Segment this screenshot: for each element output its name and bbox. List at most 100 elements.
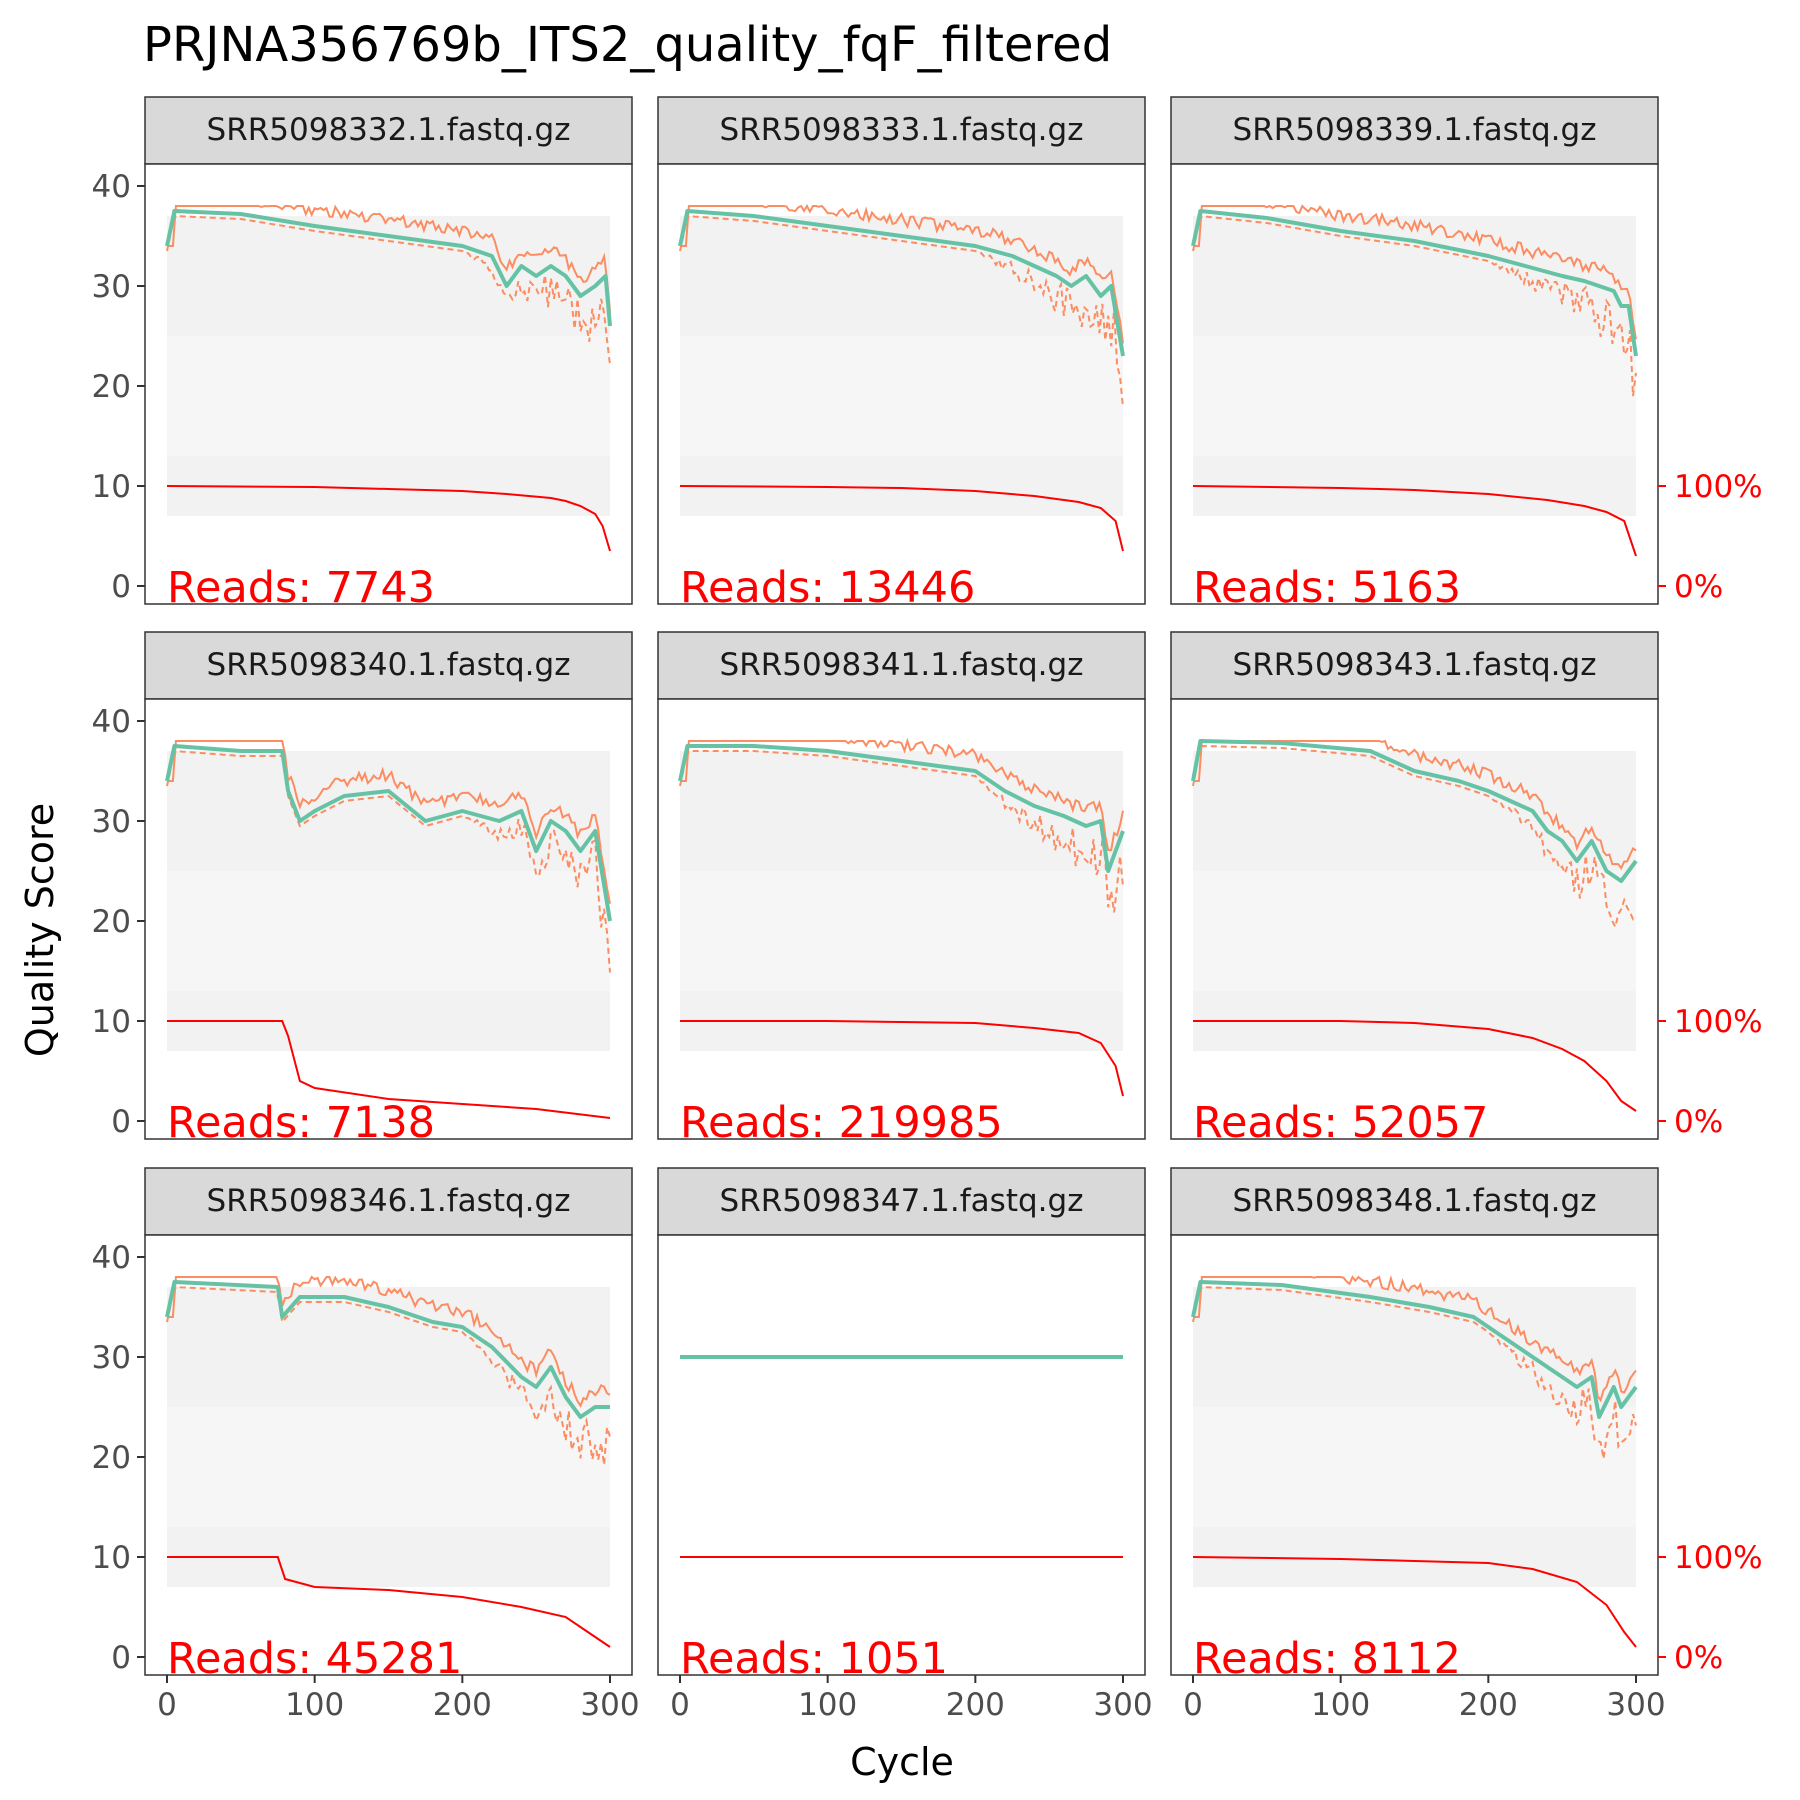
mean-quality-line (1191, 209, 1638, 357)
y-tick-label: 30 (92, 1340, 131, 1376)
reads-annotation: Reads: 7743 (167, 563, 435, 613)
y-tick-label: 0 (111, 1640, 131, 1676)
quantile-upper-line (167, 740, 611, 904)
quality-heatmap-band (680, 336, 1123, 456)
facet-strip (1170, 1167, 1659, 1236)
quantile-upper-line (167, 1275, 611, 1408)
reads-annotation: Reads: 7138 (167, 1098, 435, 1148)
quality-heatmap (1193, 751, 1636, 1051)
cumulative-reads-line (1192, 485, 1637, 557)
quantile-upper-line (1193, 1274, 1637, 1403)
quality-heatmap (1193, 216, 1636, 516)
quality-heatmap-band (1193, 336, 1636, 456)
cumulative-reads-line (1192, 1556, 1637, 1648)
quantile-upper-line (167, 204, 611, 312)
facet-strip (657, 631, 1146, 700)
reads-annotation: Reads: 8112 (1193, 1634, 1461, 1684)
quality-heatmap-band (167, 1407, 610, 1527)
panel-border (1170, 698, 1659, 1140)
reads-annotation: Reads: 219985 (680, 1098, 1003, 1148)
facet-strip-label: SRR5098333.1.fastq.gz (720, 112, 1084, 148)
y-tick-label: 10 (92, 1540, 131, 1576)
quantile-upper-line (680, 737, 1124, 852)
x-tick-label: 300 (580, 1687, 639, 1723)
panel-border (144, 698, 633, 1140)
quality-heatmap-band (1193, 871, 1636, 991)
x-tick-label: 0 (157, 1687, 177, 1723)
x-tick-label: 100 (1311, 1687, 1370, 1723)
panel-border (144, 163, 633, 605)
quantile-upper-line (1193, 204, 1637, 340)
quality-heatmap-band (167, 336, 610, 456)
y-tick-label: 0 (111, 1104, 131, 1140)
quality-heatmap-band (1193, 1407, 1636, 1527)
quantile-lower-line (1192, 1286, 1637, 1459)
facet-panel: SRR5098340.1.fastq.gz Reads: 7138 0 10 20 30 4… (92, 631, 633, 1148)
x-tick-label: 0 (1183, 1687, 1203, 1723)
x-tick-label: 100 (798, 1687, 857, 1723)
facet-panel: SRR5098339.1.fastq.gz Reads: 5163 0% 100% (1170, 96, 1763, 613)
reads-annotation: Reads: 5163 (1193, 563, 1461, 613)
quality-heatmap-band (680, 871, 1123, 991)
x-tick-label: 200 (1459, 1687, 1518, 1723)
right-tick-label: 0% (1674, 1640, 1723, 1676)
panel-border (657, 1234, 1146, 1676)
y-tick-label: 30 (92, 804, 131, 840)
mean-quality-line (678, 744, 1125, 873)
quantile-lower-line (166, 1286, 611, 1465)
x-tick-label: 200 (433, 1687, 492, 1723)
facet-panel: SRR5098341.1.fastq.gz Reads: 219985 (657, 631, 1146, 1148)
quality-heatmap (680, 216, 1123, 516)
right-tick-label: 0% (1674, 569, 1723, 605)
right-tick-label: 100% (1674, 1540, 1763, 1576)
panel-border (657, 163, 1146, 605)
facet-panel: SRR5098343.1.fastq.gz Reads: 52057 0% 100% (1170, 631, 1763, 1148)
mean-quality-line (1191, 1280, 1638, 1419)
facet-strip-label: SRR5098348.1.fastq.gz (1233, 1183, 1597, 1219)
facet-strip (144, 96, 633, 165)
right-tick-label: 100% (1674, 469, 1763, 505)
y-tick-label: 20 (92, 904, 131, 940)
mean-quality-line (165, 209, 612, 327)
figure-title: PRJNA356769b_ITS2_quality_fqF_filtered (143, 17, 1112, 73)
cumulative-reads-line (167, 1020, 611, 1119)
x-axis-title: Cycle (850, 1740, 954, 1784)
mean-quality-line (678, 209, 1125, 357)
quality-heatmap (1193, 1287, 1636, 1587)
quality-heatmap (167, 751, 610, 1051)
quantile-lower-line (166, 750, 611, 973)
cumulative-reads-line (679, 485, 1124, 552)
mean-quality-line (165, 1280, 610, 1419)
facet-strip-label: SRR5098347.1.fastq.gz (720, 1183, 1084, 1219)
mean-quality-line (165, 744, 612, 922)
cumulative-reads-line (166, 485, 611, 552)
y-tick-label: 20 (92, 369, 131, 405)
mean-quality-line (1191, 739, 1638, 883)
quantile-lower-line (679, 750, 1124, 913)
facet-strip-label: SRR5098341.1.fastq.gz (720, 647, 1084, 683)
facet-strip (144, 1167, 633, 1236)
y-tick-label: 10 (92, 1004, 131, 1040)
quality-heatmap (167, 1287, 610, 1587)
facet-strip (657, 96, 1146, 165)
reads-annotation: Reads: 52057 (1193, 1098, 1488, 1148)
y-tick-label: 40 (92, 169, 131, 205)
facet-strip-label: SRR5098332.1.fastq.gz (207, 112, 571, 148)
facet-strip-label: SRR5098340.1.fastq.gz (207, 647, 571, 683)
facet-strip (1170, 96, 1659, 165)
facet-panel: SRR5098348.1.fastq.gz Reads: 8112 0% 100% 0 1… (1170, 1167, 1763, 1723)
facet-strip-label: SRR5098339.1.fastq.gz (1233, 112, 1597, 148)
right-tick-label: 100% (1674, 1004, 1763, 1040)
quantile-upper-line (680, 203, 1124, 344)
y-axis-title: Quality Score (18, 803, 62, 1057)
reads-annotation: Reads: 1051 (680, 1634, 948, 1684)
facet-strip-label: SRR5098343.1.fastq.gz (1233, 647, 1597, 683)
right-tick-label: 0% (1674, 1104, 1723, 1140)
panel-border (657, 698, 1146, 1140)
panel-border (1170, 1234, 1659, 1676)
y-tick-label: 20 (92, 1440, 131, 1476)
cumulative-reads-line (680, 1020, 1124, 1097)
